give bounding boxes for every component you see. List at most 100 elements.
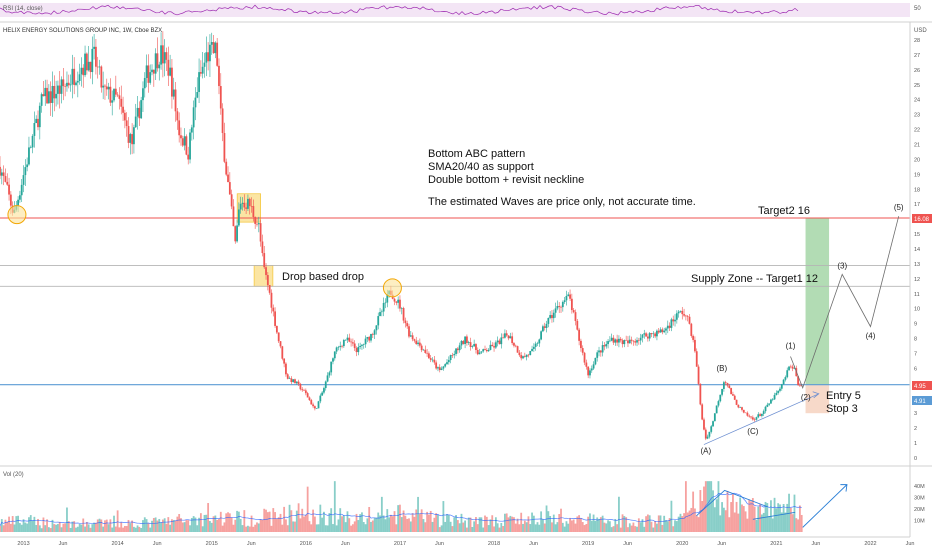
candle-body xyxy=(185,136,188,155)
volume-bar xyxy=(386,509,389,532)
candle-body xyxy=(22,175,25,185)
candle-body xyxy=(522,356,524,359)
volume-bar xyxy=(523,520,526,532)
candlestick-series xyxy=(0,31,803,441)
volume-bar xyxy=(288,504,291,532)
candle-body xyxy=(87,61,90,71)
candle-body xyxy=(552,312,555,319)
candle-body xyxy=(113,88,115,101)
volume-bar xyxy=(142,520,144,532)
candle-body xyxy=(29,147,32,148)
time-tick-label: Jun xyxy=(529,541,538,547)
volume-bar xyxy=(346,511,349,532)
candle-body xyxy=(721,388,723,395)
candle-body xyxy=(353,343,356,349)
candle-body xyxy=(80,67,83,75)
candle-body xyxy=(379,312,381,317)
volume-bar xyxy=(514,523,517,532)
volume-bar xyxy=(218,518,220,532)
volume-bar xyxy=(353,521,356,532)
wave-label: (5) xyxy=(894,203,904,212)
candle-body xyxy=(426,352,428,354)
candle-body xyxy=(514,345,517,347)
candle-body xyxy=(777,390,780,393)
target-price-badge-text: 16.08 xyxy=(914,217,930,223)
volume-bar xyxy=(214,515,217,532)
time-tick-label: Jun xyxy=(435,541,444,547)
volume-bar xyxy=(686,512,689,532)
volume-bar xyxy=(136,525,139,532)
volume-bar xyxy=(641,519,644,532)
time-tick-label: Jun xyxy=(906,541,915,547)
volume-bar xyxy=(171,519,173,532)
volume-bar xyxy=(140,527,143,532)
candle-body xyxy=(248,198,251,207)
candle-body xyxy=(342,339,345,347)
last-price-badge-text: 4.95 xyxy=(914,384,926,390)
rsi-level: 50 xyxy=(914,6,921,12)
volume-bar xyxy=(798,505,801,532)
candle-body xyxy=(661,329,664,333)
candle-body xyxy=(366,336,369,339)
candle-body xyxy=(272,307,275,312)
volume-bar xyxy=(180,518,182,532)
candle-body xyxy=(684,315,687,317)
volume-bar xyxy=(471,526,474,532)
candle-body xyxy=(666,325,669,329)
candle-body xyxy=(66,82,68,87)
candle-body xyxy=(708,431,711,437)
volume-bar xyxy=(489,519,492,532)
candle-body xyxy=(237,209,240,226)
candle-body xyxy=(274,311,276,326)
volume-bar xyxy=(87,524,90,532)
volume-bar xyxy=(560,508,562,532)
candle-body xyxy=(350,341,352,343)
target-zone xyxy=(805,217,830,385)
volume-bar xyxy=(697,517,700,532)
time-tick-label: 2022 xyxy=(864,541,876,547)
volume-bar xyxy=(207,503,210,532)
candle-body xyxy=(493,346,495,348)
volume-bar xyxy=(739,497,742,532)
volume-bar xyxy=(724,510,727,532)
volume-bar xyxy=(332,524,334,532)
volume-bar xyxy=(194,517,197,532)
volume-bar xyxy=(788,493,790,532)
volume-bar xyxy=(67,521,70,532)
volume-bar xyxy=(317,524,320,532)
candle-body xyxy=(277,332,280,342)
candle-body xyxy=(668,325,671,328)
entry-price-badge xyxy=(912,396,932,405)
candle-body xyxy=(265,267,267,276)
volume-bar xyxy=(368,506,371,532)
candle-body xyxy=(127,126,130,143)
candle-body xyxy=(713,413,716,422)
volume-bar xyxy=(330,508,333,532)
volume-bar xyxy=(451,526,454,532)
volume-bar xyxy=(683,513,685,532)
volume-bar xyxy=(306,486,309,532)
candle-body xyxy=(192,107,195,128)
rsi-line xyxy=(0,4,799,16)
candle-body xyxy=(469,342,472,347)
volume-bar xyxy=(636,526,638,532)
volume-bar xyxy=(205,514,208,532)
volume-bar xyxy=(741,504,743,532)
wave-label: (3) xyxy=(837,261,847,270)
candle-body xyxy=(567,294,570,296)
volume-bar xyxy=(42,517,45,532)
volume-bar xyxy=(266,512,269,532)
candle-body xyxy=(581,348,584,353)
volume-bar xyxy=(319,504,322,532)
volume-bar xyxy=(527,516,530,532)
volume-bar xyxy=(174,520,177,532)
candle-body xyxy=(442,366,445,369)
candle-body xyxy=(437,367,439,369)
volume-bar xyxy=(704,481,707,532)
candle-body xyxy=(199,72,202,74)
candle-body xyxy=(505,333,508,336)
volume-bar xyxy=(339,508,342,532)
candle-body xyxy=(326,375,329,382)
candle-body xyxy=(715,405,718,414)
candle-body xyxy=(406,323,409,327)
